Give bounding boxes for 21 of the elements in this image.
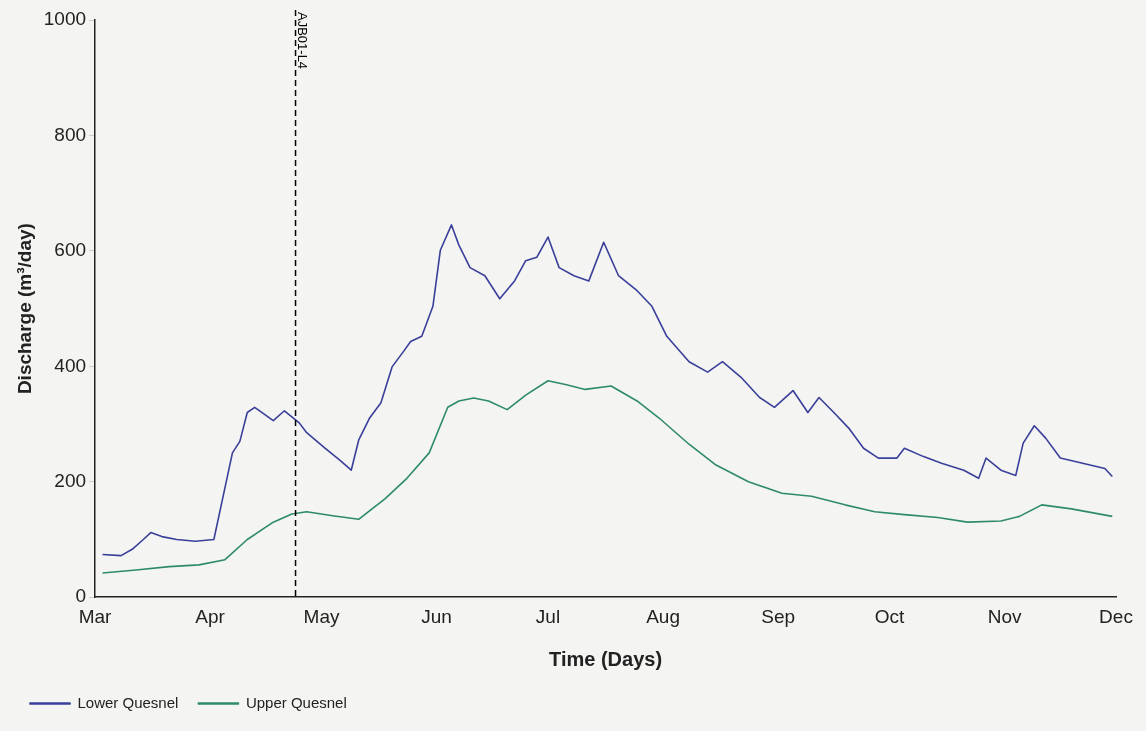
legend-label: Lower Quesnel bbox=[77, 693, 179, 711]
x-tick-label: Mar bbox=[78, 605, 113, 627]
x-tick-label: Nov bbox=[987, 605, 1023, 627]
y-tick-label: 200 bbox=[54, 469, 87, 491]
y-tick-label: 0 bbox=[75, 585, 87, 607]
x-tick-label: Oct bbox=[874, 605, 906, 627]
legend-label: Upper Quesnel bbox=[245, 693, 347, 711]
x-tick-label: Dec bbox=[1099, 605, 1133, 627]
x-tick-label: Jul bbox=[535, 605, 561, 627]
x-axis-title: Time (Days) bbox=[549, 647, 663, 670]
y-tick-label: 800 bbox=[54, 123, 87, 145]
ref-line-label: AJB01-L4 bbox=[294, 12, 310, 70]
x-tick-label: Apr bbox=[195, 605, 226, 627]
x-tick-label: Sep bbox=[761, 605, 796, 627]
y-axis-title: Discharge (m³/day) bbox=[13, 223, 35, 395]
x-tick-label: Jun bbox=[421, 605, 452, 627]
y-tick-label: 600 bbox=[54, 239, 87, 261]
y-tick-label: 1000 bbox=[43, 8, 87, 30]
y-tick-label: 400 bbox=[54, 354, 87, 376]
x-tick-label: Aug bbox=[646, 605, 680, 627]
x-tick-label: May bbox=[303, 605, 340, 627]
